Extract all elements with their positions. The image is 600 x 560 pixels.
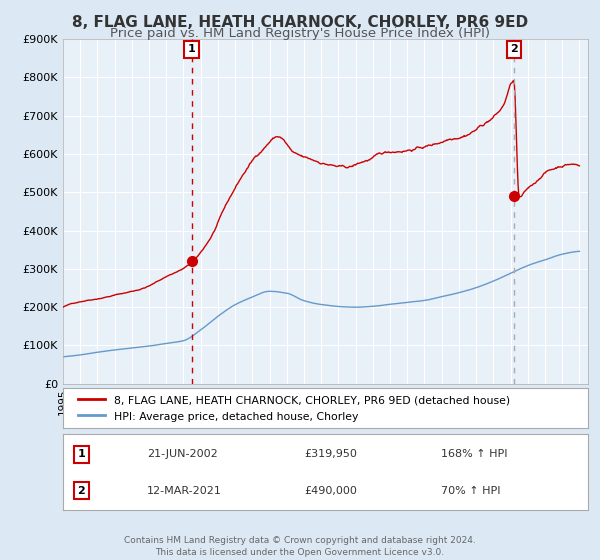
Text: 12-MAR-2021: 12-MAR-2021 xyxy=(147,486,222,496)
Text: 21-JUN-2002: 21-JUN-2002 xyxy=(147,450,218,459)
Text: Contains HM Land Registry data © Crown copyright and database right 2024.
This d: Contains HM Land Registry data © Crown c… xyxy=(124,536,476,557)
Text: 8, FLAG LANE, HEATH CHARNOCK, CHORLEY, PR6 9ED: 8, FLAG LANE, HEATH CHARNOCK, CHORLEY, P… xyxy=(72,15,528,30)
Legend: 8, FLAG LANE, HEATH CHARNOCK, CHORLEY, PR6 9ED (detached house), HPI: Average pr: 8, FLAG LANE, HEATH CHARNOCK, CHORLEY, P… xyxy=(74,390,514,426)
Text: £490,000: £490,000 xyxy=(305,486,358,496)
Text: £319,950: £319,950 xyxy=(305,450,358,459)
Text: 168% ↑ HPI: 168% ↑ HPI xyxy=(441,450,508,459)
Text: 1: 1 xyxy=(188,44,196,54)
Text: 70% ↑ HPI: 70% ↑ HPI xyxy=(441,486,500,496)
Text: 1: 1 xyxy=(77,450,85,459)
Text: 2: 2 xyxy=(510,44,518,54)
Text: Price paid vs. HM Land Registry's House Price Index (HPI): Price paid vs. HM Land Registry's House … xyxy=(110,27,490,40)
Text: 2: 2 xyxy=(77,486,85,496)
